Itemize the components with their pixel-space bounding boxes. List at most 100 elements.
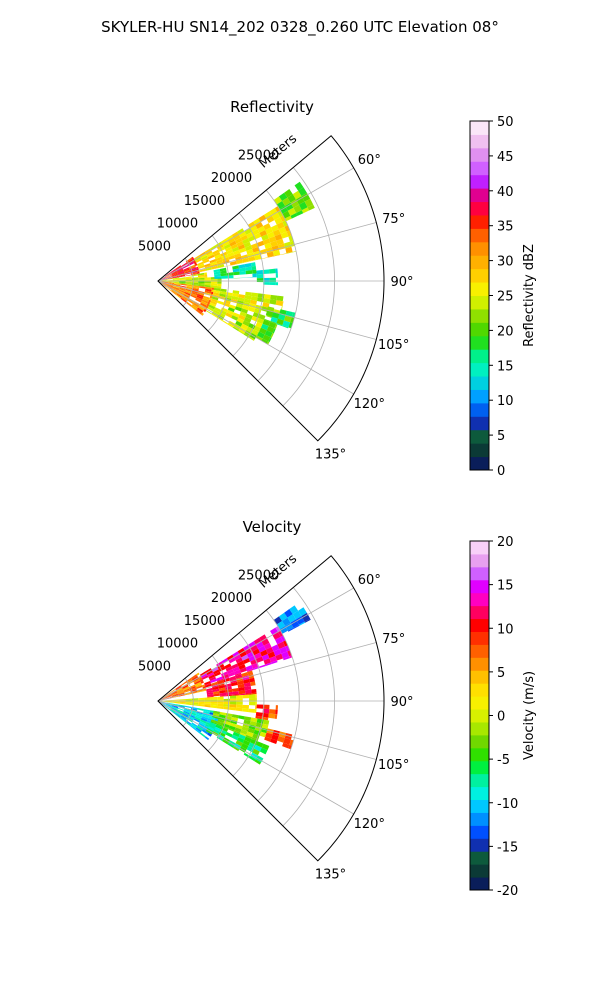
azimuth-tick-label: 105°	[378, 758, 409, 773]
reflectivity-panel: Reflectivity Meters 50001000015000200002…	[138, 98, 537, 479]
azimuth-tick-label: 90°	[390, 695, 413, 710]
echo-region	[256, 268, 278, 285]
echo-cell	[248, 709, 255, 713]
echo-cell	[257, 278, 263, 282]
echo-cell	[275, 710, 278, 715]
reflectivity-title: Reflectivity	[230, 98, 314, 116]
echo-cell	[255, 702, 257, 706]
colorbar-segment	[470, 282, 489, 296]
colorbar-segment	[470, 696, 489, 709]
colorbar-segment	[470, 202, 489, 216]
colorbar-segment	[470, 161, 489, 175]
echo-cell	[236, 695, 243, 698]
echo-cell	[246, 277, 252, 278]
echo-region	[194, 206, 296, 272]
colorbar-segment	[470, 228, 489, 242]
azimuth-tick-label: 75°	[382, 212, 405, 227]
azimuth-tick-label: 60°	[358, 573, 381, 588]
echo-cell	[205, 697, 211, 699]
echo-cell	[197, 708, 204, 711]
echo-cell	[276, 300, 283, 306]
colorbar-segment	[470, 838, 489, 851]
echo-cell	[192, 698, 198, 700]
colorbar-tick-label: 50	[497, 115, 514, 130]
colorbar-segment	[470, 670, 489, 683]
echo-cell	[257, 274, 264, 278]
range-tick-label: 25000	[238, 569, 279, 584]
colorbar-tick-label: -5	[497, 753, 510, 768]
colorbar-segment	[470, 657, 489, 670]
echo-cell	[276, 705, 278, 710]
colorbar-segment	[470, 121, 489, 135]
colorbar-segment	[470, 215, 489, 229]
echo-cell	[242, 705, 249, 709]
azimuth-tick-label: 75°	[382, 632, 405, 647]
colorbar-tick-label: -10	[497, 797, 518, 812]
colorbar-segment	[470, 864, 489, 877]
azimuth-tick-label: 120°	[354, 817, 385, 832]
range-tick-label: 20000	[211, 171, 252, 186]
echo-cell	[212, 288, 214, 290]
colorbar-tick-label: 20	[497, 324, 514, 339]
colorbar-segment	[470, 825, 489, 838]
colorbar-segment	[470, 416, 489, 430]
figure-title: SKYLER-HU SN14_202 0328_0.260 UTC Elevat…	[101, 18, 499, 37]
echo-cell	[276, 282, 278, 285]
echo-cell	[262, 257, 268, 259]
azimuth-tick-label: 60°	[358, 153, 381, 168]
colorbar-segment	[470, 567, 489, 580]
colorbar-segment	[470, 761, 489, 774]
colorbar-tick-label: -15	[497, 840, 518, 855]
colorbar-tick-label: 10	[497, 394, 514, 409]
echo-cell	[230, 702, 236, 705]
echo-cell	[198, 698, 204, 700]
echo-cell	[185, 706, 191, 708]
echo-cell	[185, 275, 191, 277]
echo-cell	[251, 689, 256, 693]
echo-cell	[205, 701, 211, 703]
colorbar-segment	[470, 787, 489, 800]
echo-cell	[230, 704, 237, 707]
echo-cell	[227, 272, 234, 275]
echo-cell	[211, 290, 213, 292]
colorbar-segment	[470, 389, 489, 403]
azimuth-tick-label: 90°	[390, 275, 413, 290]
colorbar-tick-label: -20	[497, 884, 518, 899]
colorbar-tick-label: 0	[497, 464, 505, 479]
colorbar-segment	[470, 735, 489, 748]
colorbar-segment	[470, 376, 489, 390]
echo-cell	[224, 701, 230, 704]
colorbar-segment	[470, 175, 489, 189]
colorbar-segment	[470, 554, 489, 567]
echo-cell	[205, 736, 209, 740]
echo-cell	[217, 706, 224, 709]
colorbar-segment	[470, 541, 489, 554]
azimuth-tick-label: 105°	[378, 338, 409, 353]
colorbar-segment	[470, 800, 489, 813]
colorbar-tick-label: 5	[497, 666, 505, 681]
echo-cell	[223, 707, 230, 710]
colorbar-segment	[470, 606, 489, 619]
echo-cell	[275, 268, 278, 273]
echo-cell	[242, 708, 249, 712]
colorbar-segment	[470, 363, 489, 377]
echo-cell	[211, 701, 217, 703]
echo-cell	[249, 694, 256, 698]
echo-cell	[255, 694, 257, 698]
colorbar-segment	[470, 774, 489, 787]
echo-cell	[270, 282, 276, 285]
colorbar-segment	[470, 148, 489, 162]
echo-cell	[257, 704, 264, 708]
range-tick-label: 15000	[184, 194, 225, 209]
echo-cell	[255, 705, 257, 709]
echo-cell	[251, 262, 256, 266]
echo-cell	[217, 300, 224, 304]
echo-cell	[226, 732, 233, 737]
colorbar-segment	[470, 188, 489, 202]
echo-cell	[236, 708, 243, 712]
velocity-colorbar-label: Velocity (m/s)	[522, 671, 537, 760]
colorbar-tick-label: 45	[497, 150, 514, 165]
echo-region	[255, 704, 278, 720]
